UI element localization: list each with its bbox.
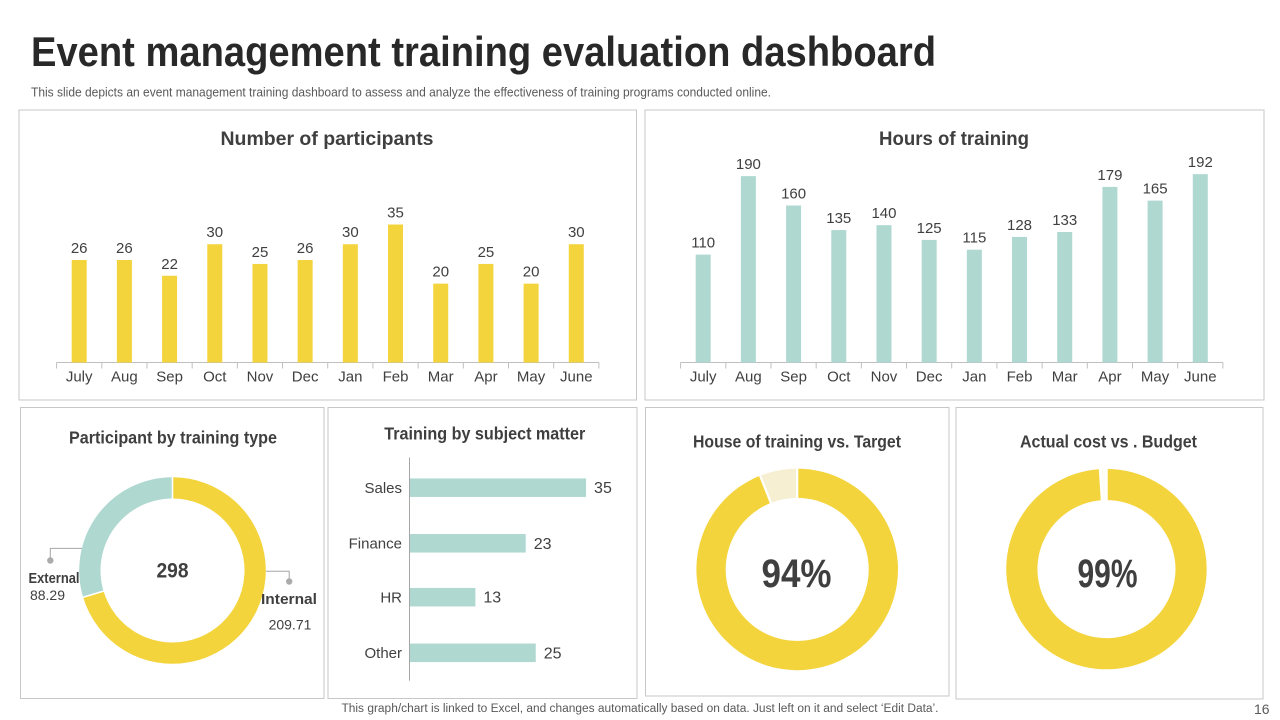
svg-text:Finance: Finance xyxy=(349,536,402,553)
svg-text:Event management training eval: Event management training evaluation das… xyxy=(31,28,936,75)
svg-text:190: 190 xyxy=(736,156,761,173)
svg-text:88.29: 88.29 xyxy=(30,587,65,603)
svg-text:Feb: Feb xyxy=(1007,369,1033,386)
svg-text:Actual cost vs . Budget: Actual cost vs . Budget xyxy=(1020,432,1197,452)
svg-text:Nov: Nov xyxy=(871,369,898,386)
svg-text:25: 25 xyxy=(544,645,562,662)
svg-text:20: 20 xyxy=(523,264,540,281)
svg-text:Internal: Internal xyxy=(261,591,317,608)
svg-text:125: 125 xyxy=(917,220,942,237)
svg-text:20: 20 xyxy=(432,264,449,281)
svg-text:HR: HR xyxy=(380,589,402,606)
svg-text:160: 160 xyxy=(781,186,806,203)
svg-text:165: 165 xyxy=(1143,181,1168,198)
svg-text:23: 23 xyxy=(534,536,552,553)
svg-text:30: 30 xyxy=(342,224,359,241)
svg-text:Participant by training type: Participant by training type xyxy=(69,428,277,448)
svg-text:Nov: Nov xyxy=(247,369,274,386)
svg-text:35: 35 xyxy=(387,205,404,222)
svg-text:Aug: Aug xyxy=(735,369,762,386)
svg-text:Dec: Dec xyxy=(292,369,319,386)
svg-text:25: 25 xyxy=(478,244,495,261)
svg-text:Sales: Sales xyxy=(364,480,402,497)
svg-text:July: July xyxy=(690,369,717,386)
svg-text:Mar: Mar xyxy=(1052,369,1078,386)
svg-text:Sep: Sep xyxy=(780,369,807,386)
svg-text:110: 110 xyxy=(691,235,715,252)
svg-text:25: 25 xyxy=(252,244,269,261)
svg-text:298: 298 xyxy=(157,559,189,583)
svg-text:Apr: Apr xyxy=(1098,369,1121,386)
svg-text:Oct: Oct xyxy=(203,369,227,386)
svg-text:Mar: Mar xyxy=(428,369,454,386)
svg-text:26: 26 xyxy=(116,240,133,257)
svg-text:Feb: Feb xyxy=(383,369,409,386)
svg-text:22: 22 xyxy=(161,256,178,273)
svg-text:135: 135 xyxy=(826,210,851,227)
svg-text:Jan: Jan xyxy=(962,369,986,386)
svg-text:Jan: Jan xyxy=(338,369,362,386)
svg-text:Apr: Apr xyxy=(474,369,497,386)
svg-text:30: 30 xyxy=(206,224,223,241)
svg-text:209.71: 209.71 xyxy=(269,617,312,633)
svg-text:99%: 99% xyxy=(1078,552,1138,596)
svg-text:Hours of training: Hours of training xyxy=(879,128,1029,150)
svg-text:House of training vs. Target: House of training vs. Target xyxy=(693,432,901,452)
svg-text:Other: Other xyxy=(364,645,402,662)
svg-text:192: 192 xyxy=(1188,154,1213,171)
svg-text:This graph/chart is linked to: This graph/chart is linked to Excel, and… xyxy=(342,703,939,715)
svg-text:This slide depicts an event ma: This slide depicts an event management t… xyxy=(31,85,771,100)
svg-text:Number of participants: Number of participants xyxy=(221,128,434,150)
svg-text:July: July xyxy=(66,369,93,386)
svg-text:Aug: Aug xyxy=(111,369,138,386)
svg-text:179: 179 xyxy=(1097,167,1122,184)
svg-text:16: 16 xyxy=(1254,701,1270,717)
svg-text:140: 140 xyxy=(871,205,896,222)
svg-text:May: May xyxy=(1141,369,1170,386)
svg-text:May: May xyxy=(517,369,546,386)
svg-text:94%: 94% xyxy=(762,552,832,596)
svg-text:133: 133 xyxy=(1052,212,1077,229)
svg-text:Training by subject matter: Training by subject matter xyxy=(384,424,585,444)
svg-text:External: External xyxy=(29,570,80,587)
svg-text:13: 13 xyxy=(483,590,501,607)
svg-text:June: June xyxy=(560,369,593,386)
svg-text:26: 26 xyxy=(297,240,314,257)
svg-text:128: 128 xyxy=(1007,217,1032,234)
svg-text:115: 115 xyxy=(962,230,986,247)
svg-text:35: 35 xyxy=(594,480,612,497)
svg-text:Oct: Oct xyxy=(827,369,851,386)
svg-text:June: June xyxy=(1184,369,1217,386)
svg-text:Dec: Dec xyxy=(916,369,943,386)
svg-text:Sep: Sep xyxy=(156,369,183,386)
svg-text:30: 30 xyxy=(568,224,585,241)
svg-text:26: 26 xyxy=(71,240,88,257)
